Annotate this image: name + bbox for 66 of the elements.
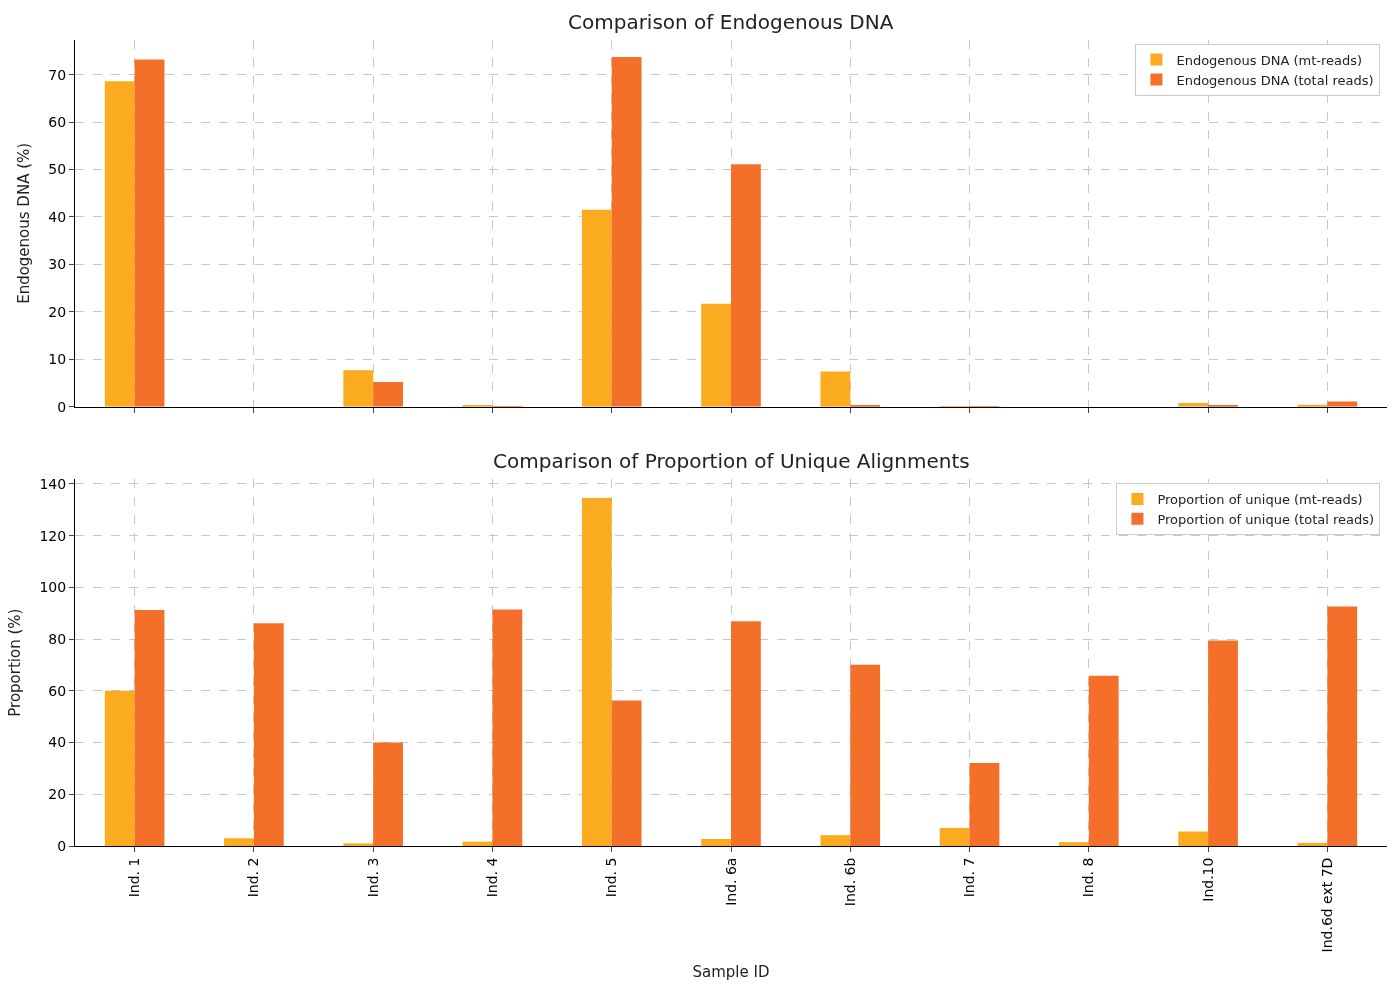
y-tick-label: 10 [48, 351, 67, 368]
y-tick-label: 100 [39, 579, 67, 596]
x-tick-label: Ind. 7 [961, 857, 978, 898]
bar [343, 843, 374, 846]
y-axis-title: Proportion (%) [5, 608, 24, 717]
y-tick-label: 80 [48, 631, 67, 647]
y-axis-title: Endogenous DNA (%) [14, 142, 33, 304]
y-tick-label: 30 [48, 256, 67, 273]
bar [373, 742, 403, 846]
bar [731, 164, 761, 407]
bar [224, 838, 254, 846]
legend-label: Endogenous DNA (total reads) [1176, 72, 1374, 88]
chart-title: Comparison of Proportion of Unique Alignments [493, 449, 970, 473]
legend-label: Endogenous DNA (mt-reads) [1176, 52, 1363, 68]
y-tick-label: 70 [48, 66, 67, 83]
bar [939, 827, 970, 846]
x-tick-label: Ind. 5 [603, 857, 620, 898]
bar [611, 700, 642, 846]
x-tick-label: Ind. 1 [126, 857, 143, 898]
bar [611, 57, 642, 407]
bar [969, 762, 1000, 846]
x-tick-label: Ind. 6b [841, 857, 858, 907]
bar [1327, 606, 1358, 846]
x-tick-label: Ind.10 [1199, 857, 1216, 902]
bar [134, 609, 165, 846]
bar [104, 81, 135, 407]
bar [253, 623, 284, 846]
bar [820, 371, 851, 407]
x-tick-label: Ind.6d ext 7D [1318, 857, 1335, 953]
bar [1208, 640, 1238, 846]
y-tick-label: 20 [48, 786, 67, 803]
bar [104, 690, 135, 846]
y-tick-label: 120 [39, 527, 67, 544]
bar [701, 303, 731, 407]
bar [343, 370, 374, 407]
legend-label: Proportion of unique (mt-reads) [1157, 491, 1363, 507]
y-tick-label: 40 [48, 208, 67, 225]
bar [731, 621, 761, 846]
bar [373, 382, 403, 407]
y-tick-label: 0 [57, 398, 67, 415]
x-tick-label: Ind. 8 [1080, 857, 1097, 898]
x-axis-title: Sample ID [692, 963, 770, 982]
y-tick-label: 20 [48, 303, 67, 320]
y-tick-label: 140 [39, 475, 67, 492]
y-tick-label: 60 [48, 113, 67, 130]
x-tick-label: Ind. 4 [484, 857, 500, 898]
bar [581, 497, 612, 846]
chart-title: Comparison of Endogenous DNA [568, 10, 894, 34]
bar [1059, 842, 1089, 846]
bar [850, 664, 881, 846]
x-tick-label: Ind. 2 [245, 857, 262, 898]
bar [581, 209, 612, 407]
bar [701, 839, 731, 846]
y-tick-label: 40 [48, 734, 67, 751]
y-tick-label: 50 [48, 161, 67, 178]
y-tick-label: 0 [57, 837, 67, 854]
x-tick-label: Ind. 3 [364, 857, 381, 898]
legend-label: Proportion of unique (total reads) [1157, 511, 1375, 527]
bar [134, 59, 165, 407]
bar [1178, 831, 1209, 846]
bar [492, 609, 523, 846]
bar [1297, 842, 1328, 846]
y-tick-label: 60 [48, 682, 67, 699]
x-tick-label: Ind. 6a [722, 857, 739, 906]
bar [820, 835, 851, 846]
bar [1088, 675, 1119, 846]
